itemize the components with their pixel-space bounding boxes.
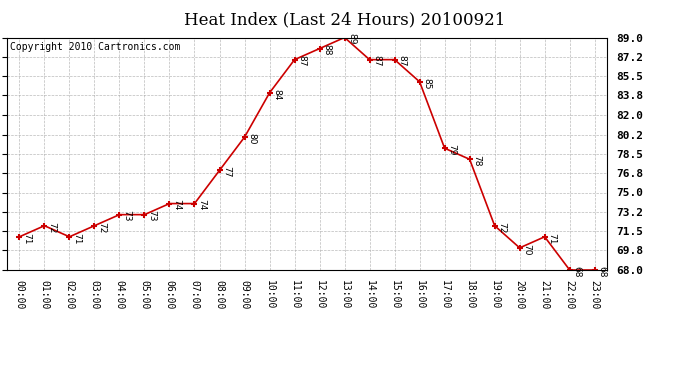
Text: 68: 68 — [573, 266, 582, 278]
Text: 84: 84 — [273, 89, 282, 100]
Text: 71: 71 — [22, 232, 31, 244]
Text: 79: 79 — [447, 144, 456, 156]
Text: 89: 89 — [347, 33, 356, 45]
Text: 73: 73 — [147, 210, 156, 222]
Text: 68: 68 — [598, 266, 607, 278]
Text: Copyright 2010 Cartronics.com: Copyright 2010 Cartronics.com — [10, 42, 180, 52]
Text: 80: 80 — [247, 133, 256, 144]
Text: 70: 70 — [522, 244, 531, 255]
Text: 71: 71 — [547, 232, 556, 244]
Text: 87: 87 — [297, 56, 306, 67]
Text: 77: 77 — [222, 166, 231, 178]
Text: Heat Index (Last 24 Hours) 20100921: Heat Index (Last 24 Hours) 20100921 — [184, 11, 506, 28]
Text: 73: 73 — [122, 210, 131, 222]
Text: 87: 87 — [397, 56, 406, 67]
Text: 74: 74 — [197, 200, 206, 211]
Text: 88: 88 — [322, 44, 331, 56]
Text: 74: 74 — [172, 200, 181, 211]
Text: 72: 72 — [497, 222, 506, 233]
Text: 71: 71 — [72, 232, 81, 244]
Text: 72: 72 — [47, 222, 56, 233]
Text: 78: 78 — [473, 155, 482, 166]
Text: 72: 72 — [97, 222, 106, 233]
Text: 87: 87 — [373, 56, 382, 67]
Text: 85: 85 — [422, 78, 431, 89]
